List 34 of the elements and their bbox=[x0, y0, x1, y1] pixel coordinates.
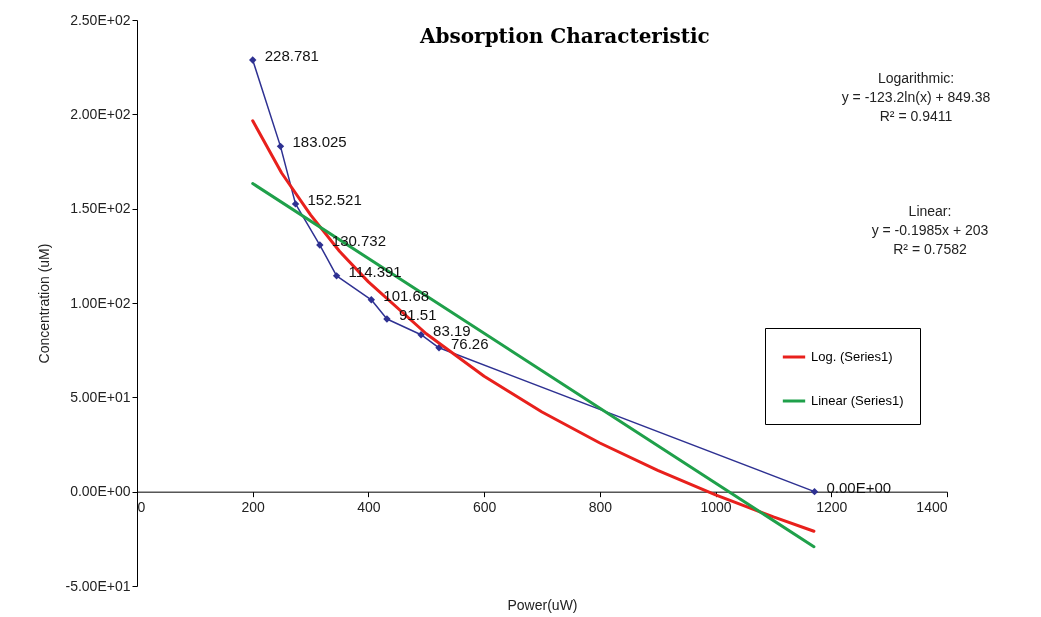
y-axis-title: Concentration (uM) bbox=[35, 243, 52, 364]
y-tick-label: 1.50E+02 bbox=[70, 200, 131, 217]
point bbox=[417, 331, 425, 339]
data-label: 152.521 bbox=[307, 190, 362, 208]
point bbox=[332, 272, 341, 280]
chart-title: Absorption Characteristic bbox=[419, 24, 710, 48]
y-tick-label: 2.00E+02 bbox=[70, 105, 131, 122]
data-label: 228.781 bbox=[264, 47, 319, 65]
x-tick-label: 400 bbox=[357, 499, 381, 516]
data-label: 183.025 bbox=[292, 133, 347, 151]
point bbox=[291, 200, 300, 208]
data-label: 83.19 bbox=[433, 321, 471, 339]
point bbox=[810, 487, 819, 496]
point bbox=[276, 142, 285, 151]
x-axis-title: Power(uW) bbox=[507, 596, 578, 613]
y-tick-label: -5.00E+01 bbox=[65, 577, 131, 594]
annotation: Logarithmic: y = -123.2ln(x) + 849.38 R² = 0.9411 bbox=[841, 70, 991, 124]
x-tick-label: 200 bbox=[241, 499, 266, 516]
x-tick-label: 600 bbox=[472, 499, 497, 516]
x-tick-label: 1400 bbox=[916, 499, 948, 516]
y-tick-label: 1.00E+02 bbox=[70, 294, 131, 311]
x-tick-label: 1000 bbox=[700, 499, 732, 516]
data-label: 0.00E+00 bbox=[826, 478, 892, 496]
legend-label: Log. (Series1) bbox=[811, 349, 893, 364]
annotation: Linear: y = -0.1985x + 203 R² = 0.7582 bbox=[871, 203, 989, 257]
x-tick-label: 0 bbox=[137, 499, 146, 516]
y-tick-label: 5.00E+01 bbox=[70, 388, 131, 405]
y-tick-label: 0.00E+00 bbox=[70, 483, 131, 500]
x-tick-label: 1200 bbox=[816, 499, 848, 516]
point bbox=[249, 56, 257, 64]
legend-label: Linear (Series1) bbox=[811, 393, 904, 408]
x-tick-label: 800 bbox=[588, 499, 613, 516]
y-tick-label: 2.50E+02 bbox=[70, 11, 131, 28]
point bbox=[367, 296, 376, 304]
